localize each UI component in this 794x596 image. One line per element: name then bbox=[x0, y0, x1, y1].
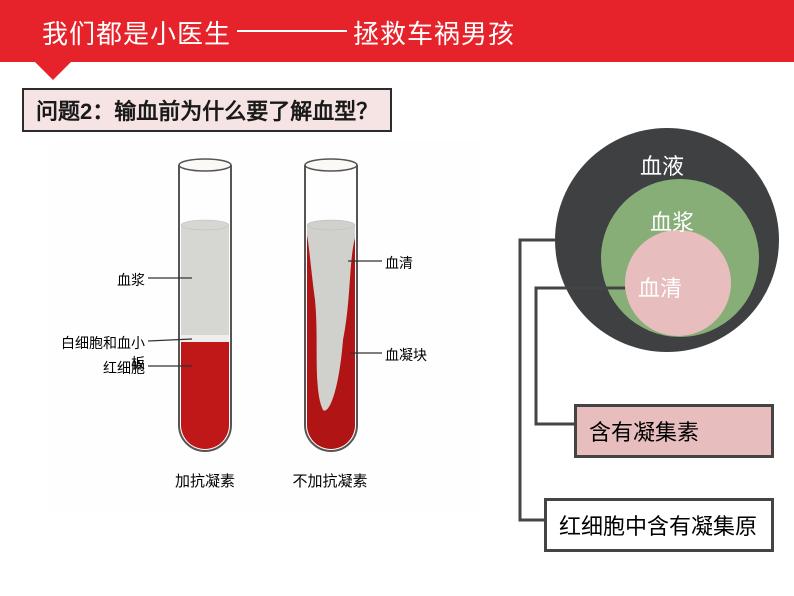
label-rbc: 红细胞 bbox=[60, 358, 145, 378]
tubes-svg bbox=[50, 140, 480, 520]
test-tubes-diagram: 血浆 白细胞和血小板 红细胞 血清 血凝块 加抗凝素 不加抗凝素 bbox=[50, 140, 480, 520]
label-serum: 血清 bbox=[385, 253, 413, 273]
venn-label-plasma: 血浆 bbox=[650, 205, 694, 237]
header-notch bbox=[35, 62, 71, 80]
callout-agglutinin-text: 含有凝集素 bbox=[589, 420, 699, 445]
venn-diagram: 血液 血浆 血清 bbox=[552, 125, 782, 355]
label-plasma: 血浆 bbox=[60, 270, 145, 290]
right-tube-caption: 不加抗凝素 bbox=[280, 470, 380, 491]
header-title: 我们都是小医生 拯救车祸男孩 bbox=[42, 14, 515, 51]
callout-agglutinogen-text: 红细胞中含有凝集原 bbox=[559, 514, 757, 539]
venn-label-serum: 血清 bbox=[638, 271, 682, 303]
callout-agglutinin: 含有凝集素 bbox=[574, 404, 774, 458]
venn-label-blood: 血液 bbox=[640, 149, 684, 181]
question-box: 问题2：输血前为什么要了解血型？ bbox=[22, 88, 392, 132]
header-title-suffix: 拯救车祸男孩 bbox=[353, 14, 515, 51]
tubes-bg bbox=[50, 140, 480, 510]
question-text: 问题2：输血前为什么要了解血型？ bbox=[36, 99, 378, 124]
label-clot: 血凝块 bbox=[385, 345, 427, 365]
header-divider-line bbox=[237, 30, 347, 32]
callout-agglutinogen: 红细胞中含有凝集原 bbox=[544, 498, 774, 552]
left-tube-caption: 加抗凝素 bbox=[155, 470, 255, 491]
slide-header: 我们都是小医生 拯救车祸男孩 bbox=[0, 0, 794, 62]
header-title-prefix: 我们都是小医生 bbox=[42, 14, 231, 51]
